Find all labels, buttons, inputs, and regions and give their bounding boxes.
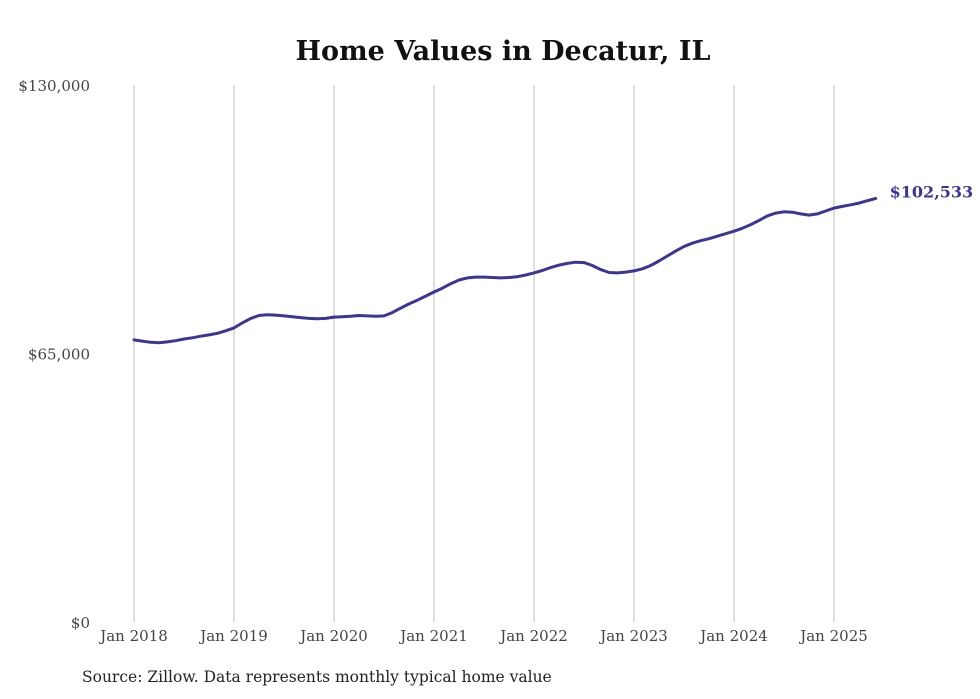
x-tick-label: Jan 2018 <box>98 627 168 645</box>
source-note: Source: Zillow. Data represents monthly … <box>82 668 552 686</box>
x-tick-label: Jan 2025 <box>798 627 868 645</box>
y-tick-label: $65,000 <box>28 346 90 364</box>
x-tick-label: Jan 2020 <box>298 627 368 645</box>
end-value-label: $102,533 <box>890 182 974 201</box>
series-line-home-value <box>132 197 878 345</box>
gridlines <box>133 85 835 622</box>
x-tick-label: Jan 2021 <box>398 627 468 645</box>
x-tick-label: Jan 2019 <box>198 627 268 645</box>
x-tick-label: Jan 2024 <box>698 627 768 645</box>
y-tick-label: $0 <box>71 614 90 632</box>
chart-title: Home Values in Decatur, IL <box>296 36 711 67</box>
x-tick-label: Jan 2022 <box>498 627 568 645</box>
y-axis-ticks: $0 $65,000 $130,000 <box>18 77 90 632</box>
x-axis-ticks: Jan 2018 Jan 2019 Jan 2020 Jan 2021 Jan 2022… <box>98 627 868 645</box>
y-tick-label: $130,000 <box>18 77 90 95</box>
x-tick-label: Jan 2023 <box>598 627 668 645</box>
